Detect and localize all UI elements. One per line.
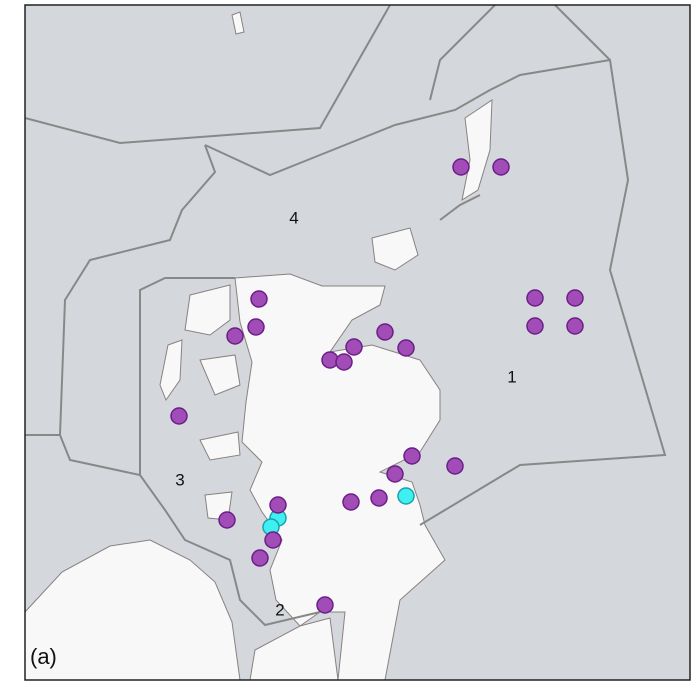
site-marker [342, 493, 360, 511]
lewis [184, 284, 231, 336]
sites [170, 158, 584, 614]
site-marker [526, 317, 544, 335]
uist [159, 339, 183, 402]
region-label: 4 [289, 208, 298, 227]
boundary-line [25, 144, 217, 436]
boundary-line [439, 194, 481, 221]
mull [199, 431, 241, 461]
boundary-line [429, 4, 496, 101]
site-marker-cyan [397, 487, 415, 505]
frame [24, 4, 691, 681]
site-marker [218, 511, 236, 529]
site-marker [335, 353, 353, 371]
boundary-line [24, 4, 391, 145]
site-marker [247, 318, 265, 336]
orkney [371, 227, 419, 271]
site-marker [526, 289, 544, 307]
site-marker [316, 596, 334, 614]
region-label: 1 [507, 367, 516, 386]
site-marker [345, 338, 363, 356]
site-marker [376, 323, 394, 341]
region-label: 3 [175, 470, 184, 489]
site-marker [170, 407, 188, 425]
site-marker [250, 290, 268, 308]
land [24, 11, 493, 681]
scotland-mainland [234, 273, 446, 681]
panel-label: (a) [30, 644, 57, 669]
islet [231, 11, 245, 35]
shetland [461, 99, 493, 202]
site-marker [452, 158, 470, 176]
site-marker [264, 531, 282, 549]
site-marker [226, 327, 244, 345]
site-marker [251, 549, 269, 567]
site-marker [370, 489, 388, 507]
site-marker [566, 317, 584, 335]
boundary-line [59, 434, 321, 627]
site-marker [269, 496, 287, 514]
site-marker [566, 289, 584, 307]
site-marker [446, 457, 464, 475]
site-marker [492, 158, 510, 176]
site-marker [403, 447, 421, 465]
boundary-line [204, 59, 611, 177]
region-label: 2 [275, 600, 284, 619]
boundary-line [139, 277, 235, 475]
skye [199, 354, 241, 396]
boundaries [24, 4, 667, 627]
site-marker [397, 339, 415, 357]
site-marker [386, 465, 404, 483]
